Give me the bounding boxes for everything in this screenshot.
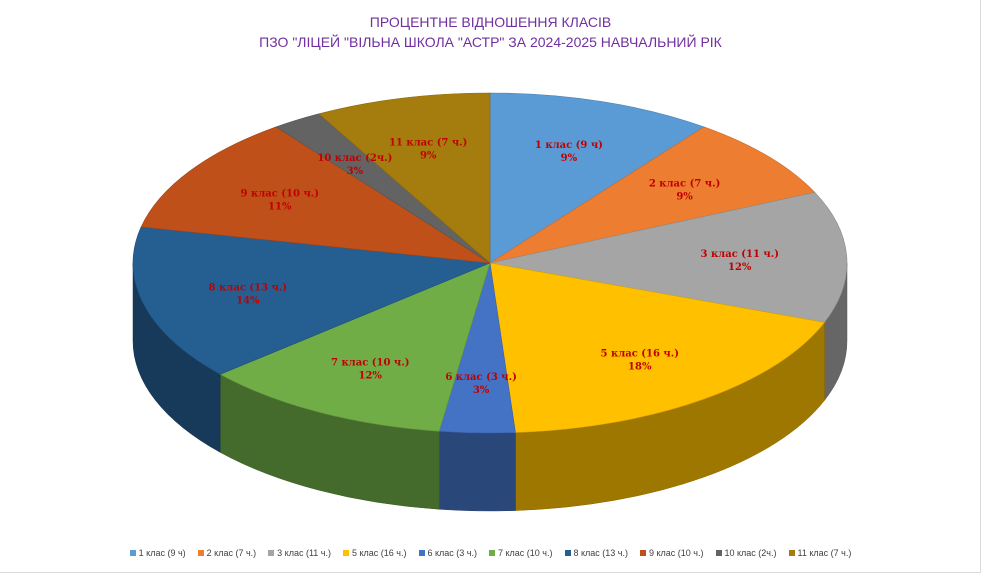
chart-title: ПРОЦЕНТНЕ ВІДНОШЕННЯ КЛАСІВ: [369, 14, 612, 30]
slice-1-percent: 9%: [561, 153, 578, 164]
chart-title-block: ПРОЦЕНТНЕ ВІДНОШЕННЯ КЛАСІВ ПЗО "ЛІЦЕЙ "…: [0, 12, 981, 52]
legend-swatch: [489, 550, 495, 556]
legend-item-3: 3 клас (11 ч.): [268, 548, 331, 558]
legend-label: 2 клас (7 ч.): [206, 548, 257, 558]
slice-3-label: 3 клас (11 ч.): [701, 249, 779, 260]
legend-swatch: [129, 550, 136, 556]
legend-label: 10 клас (2ч.): [724, 548, 777, 558]
legend-item-4: 5 клас (16 ч.): [343, 548, 407, 558]
slice-6-label: 7 клас (10 ч.): [331, 357, 409, 368]
legend-item-1: 1 клас (9 ч): [129, 548, 186, 558]
legend-item-5: 6 клас (3 ч.): [418, 548, 478, 558]
slice-6-top: [219, 262, 491, 432]
legend-swatch: [715, 550, 722, 556]
slice-7-label: 8 клас (13 ч.): [209, 282, 287, 293]
chart-subtitle: ПЗО "ЛІЦЕЙ "ВІЛЬНА ШКОЛА "АСТР" ЗА 2024-…: [259, 34, 722, 50]
slice-7-percent: 14%: [236, 295, 260, 306]
slice-4-label: 5 клас (16 ч.): [601, 348, 679, 359]
legend-swatch: [268, 550, 275, 556]
slice-9-percent: 3%: [347, 166, 364, 177]
legend-swatch: [343, 550, 349, 556]
legend-item-8: 9 клас (10 ч.): [640, 548, 704, 558]
legend-label: 8 клас (13 ч.): [573, 548, 629, 558]
slice-5-side: [438, 431, 516, 512]
legend-label: 9 клас (10 ч.): [649, 548, 704, 558]
legend-label: 3 клас (11 ч.): [277, 548, 331, 558]
slice-10-top: [318, 92, 491, 264]
legend-swatch: [564, 550, 571, 556]
slice-5-percent: 3%: [473, 385, 490, 396]
legend-item-6: 7 клас (10 ч.): [489, 548, 553, 558]
slice-8-label: 9 клас (10 ч.): [241, 189, 319, 200]
legend-swatch: [418, 550, 425, 556]
chart-legend: 1 клас (9 ч) 2 клас (7 ч.) 3 клас (11 ч.) 5…: [0, 548, 981, 558]
slice-2-top: [489, 126, 816, 264]
legend-item-2: 2 клас (7 ч.): [197, 548, 257, 558]
slice-9-label: 10 клас (2ч.): [317, 153, 392, 164]
pie-chart: 1 клас (9 ч) 9% 2 клас (7 ч.) 9% 3 клас (11 …: [132, 92, 848, 512]
legend-swatch: [640, 550, 646, 556]
legend-item-9: 10 клас (2ч.): [715, 548, 777, 558]
slice-4-percent: 18%: [628, 361, 652, 372]
slice-3-top: [489, 192, 848, 323]
slice-7-top: [132, 226, 491, 375]
slice-10-percent: 9%: [420, 151, 437, 162]
slice-2-label: 2 клас (7 ч.): [649, 178, 720, 189]
slice-3-percent: 12%: [728, 262, 752, 273]
slice-5-label: 6 клас (3 ч.): [445, 372, 516, 383]
slice-2-percent: 9%: [676, 191, 693, 202]
slice-1-top: [489, 92, 705, 264]
legend-swatch: [788, 550, 795, 556]
legend-item-7: 8 клас (13 ч.): [564, 548, 629, 558]
legend-label: 7 клас (10 ч.): [498, 548, 553, 558]
legend-item-10: 11 клас (7 ч.): [788, 548, 852, 558]
slice-6-percent: 12%: [359, 370, 383, 381]
legend-label: 1 клас (9 ч): [138, 548, 186, 558]
slice-10-label: 11 клас (7 ч.): [389, 138, 467, 149]
legend-label: 5 клас (16 ч.): [352, 548, 407, 558]
legend-label: 11 клас (7 ч.): [797, 548, 852, 558]
slice-8-percent: 11%: [268, 202, 292, 213]
slice-1-label: 1 клас (9 ч): [535, 140, 603, 151]
legend-swatch: [197, 550, 204, 556]
slice-4-top: [489, 262, 826, 433]
legend-label: 6 клас (3 ч.): [427, 548, 478, 558]
slice-8-top: [140, 126, 491, 264]
